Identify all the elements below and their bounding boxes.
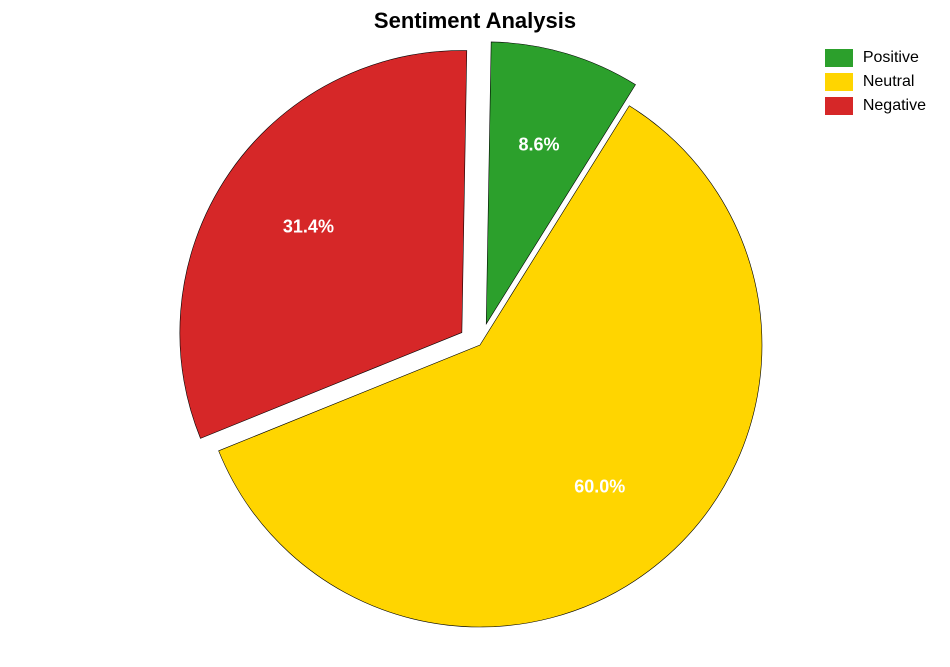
legend-swatch-neutral [825, 73, 853, 91]
legend-label: Neutral [863, 73, 915, 91]
legend-swatch-negative [825, 97, 853, 115]
legend-label: Negative [863, 97, 926, 115]
legend: Positive Neutral Negative [825, 46, 926, 118]
slice-pct-label: 31.4% [283, 217, 334, 238]
slice-pct-label: 60.0% [574, 477, 625, 498]
legend-item-neutral: Neutral [825, 70, 926, 94]
legend-item-positive: Positive [825, 46, 926, 70]
slice-pct-label: 8.6% [519, 135, 560, 156]
legend-label: Positive [863, 49, 919, 67]
legend-item-negative: Negative [825, 94, 926, 118]
pie-chart: 8.6% 60.0% 31.4% [0, 0, 950, 662]
legend-swatch-positive [825, 49, 853, 67]
pie-svg [0, 0, 950, 662]
